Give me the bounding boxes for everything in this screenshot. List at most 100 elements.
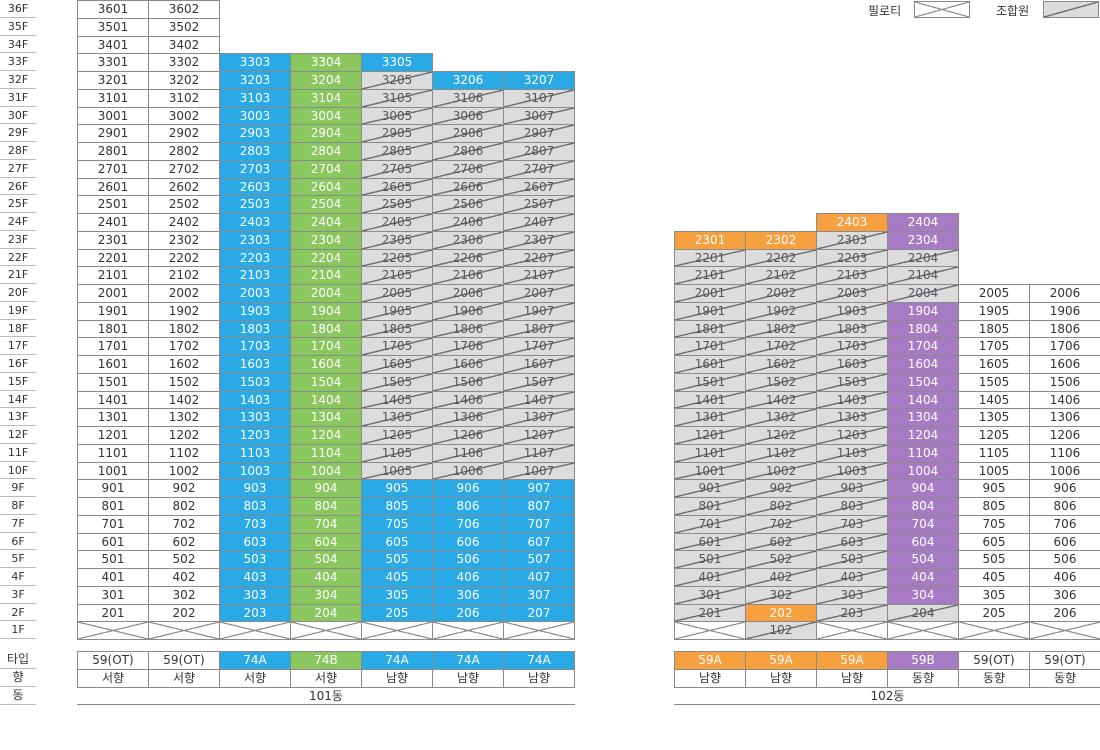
unit-cell: 1705 (361, 337, 433, 356)
unit-cell: 806 (432, 497, 504, 516)
unit-cell: 1406 (432, 390, 504, 410)
unit-cell: 1405 (958, 390, 1030, 410)
unit-cell: 1601 (674, 355, 746, 374)
unit-cell: 203 (219, 603, 291, 623)
direction-cell: 서향 (148, 669, 220, 688)
unit-cell: 601 (674, 532, 746, 552)
unit-cell: 3005 (361, 106, 433, 126)
unit-cell: 2205 (361, 248, 433, 268)
type-cell: 59(OT) (77, 651, 149, 670)
floor-label: 15F (0, 373, 36, 391)
legend-union-swatch (1043, 1, 1099, 18)
unit-cell: 1902 (745, 301, 817, 321)
unit-cell: 2004 (887, 284, 959, 303)
unit-cell: 504 (887, 550, 959, 569)
unit-cell: 1103 (816, 443, 888, 463)
unit-cell: 707 (503, 514, 575, 534)
unit-cell: 2407 (503, 213, 575, 232)
unit-cell: 2607 (503, 177, 575, 197)
unit-cell: 3107 (503, 88, 575, 108)
floor-label: 24F (0, 213, 36, 231)
unit-cell: 206 (432, 603, 504, 623)
unit-cell: 3006 (432, 106, 504, 126)
unit-cell: 3204 (290, 71, 362, 90)
unit-cell: 3205 (361, 71, 433, 90)
type-cell: 59(OT) (1029, 651, 1100, 670)
unit-cell: 2303 (816, 230, 888, 250)
unit-cell: 605 (361, 532, 433, 552)
unit-cell: 1903 (219, 301, 291, 321)
unit-cell: 2503 (219, 195, 291, 214)
unit-cell: 302 (148, 585, 220, 605)
unit-cell: 2201 (77, 248, 149, 268)
floor-label: 28F (0, 142, 36, 160)
unit-cell: 701 (77, 514, 149, 534)
unit-cell: 1902 (148, 301, 220, 321)
unit-cell: 606 (432, 532, 504, 552)
unit-cell: 1801 (674, 319, 746, 339)
unit-cell: 102 (745, 621, 817, 640)
unit-cell: 1805 (361, 319, 433, 339)
unit-cell: 1101 (674, 443, 746, 463)
unit-cell: 1701 (77, 337, 149, 356)
unit-cell: 805 (361, 497, 433, 516)
unit-cell: 201 (77, 603, 149, 623)
unit-cell: 803 (219, 497, 291, 516)
unit-cell: 1105 (958, 443, 1030, 463)
unit-cell: 1803 (219, 319, 291, 339)
unit-cell: 2702 (148, 159, 220, 179)
unit-cell: 1003 (219, 461, 291, 481)
unit-cell: 1104 (290, 443, 362, 463)
unit-cell: 305 (361, 585, 433, 605)
unit-cell: 3102 (148, 88, 220, 108)
unit-cell: 203 (816, 603, 888, 623)
unit-cell: 1703 (219, 337, 291, 356)
unit-cell: 2002 (745, 284, 817, 303)
direction-cell: 남향 (674, 669, 746, 688)
unit-cell: 1204 (887, 426, 959, 445)
unit-cell: 802 (148, 497, 220, 516)
unit-cell: 3202 (148, 71, 220, 90)
unit-cell: 1005 (361, 461, 433, 481)
unit-cell: 1101 (77, 443, 149, 463)
unit-cell: 1504 (290, 372, 362, 392)
unit-cell: 3101 (77, 88, 149, 108)
unit-cell: 2706 (432, 159, 504, 179)
legend-piloti-label: 필로티 (868, 4, 902, 18)
unit-cell: 401 (674, 568, 746, 587)
unit-cell: 2606 (432, 177, 504, 197)
piloti-cell (1029, 621, 1100, 640)
unit-cell: 1102 (745, 443, 817, 463)
unit-cell: 1803 (816, 319, 888, 339)
unit-cell: 505 (958, 550, 1030, 569)
unit-cell: 2005 (958, 284, 1030, 303)
unit-cell: 603 (816, 532, 888, 552)
unit-cell: 1505 (958, 372, 1030, 392)
unit-cell: 1605 (361, 355, 433, 374)
type-cell: 74A (432, 651, 504, 670)
unit-cell: 904 (887, 479, 959, 498)
unit-cell: 1307 (503, 408, 575, 427)
unit-cell: 2003 (816, 284, 888, 303)
unit-cell: 2703 (219, 159, 291, 179)
unit-cell: 2204 (290, 248, 362, 268)
unit-cell: 2402 (148, 213, 220, 232)
unit-cell: 1202 (148, 426, 220, 445)
unit-cell: 1305 (361, 408, 433, 427)
unit-cell: 701 (674, 514, 746, 534)
unit-cell: 901 (77, 479, 149, 498)
piloti-cell (816, 621, 888, 640)
building-name: 101동 (77, 687, 575, 705)
unit-cell: 2307 (503, 230, 575, 250)
unit-cell: 306 (1029, 585, 1100, 605)
floor-label: 9F (0, 479, 36, 497)
row-label-direction: 향 (0, 669, 36, 687)
unit-cell: 702 (148, 514, 220, 534)
unit-cell: 806 (1029, 497, 1100, 516)
floor-label: 3F (0, 586, 36, 604)
floor-label: 19F (0, 302, 36, 320)
piloti-cell (958, 621, 1030, 640)
unit-cell: 802 (745, 497, 817, 516)
unit-cell: 602 (745, 532, 817, 552)
unit-cell: 705 (361, 514, 433, 534)
